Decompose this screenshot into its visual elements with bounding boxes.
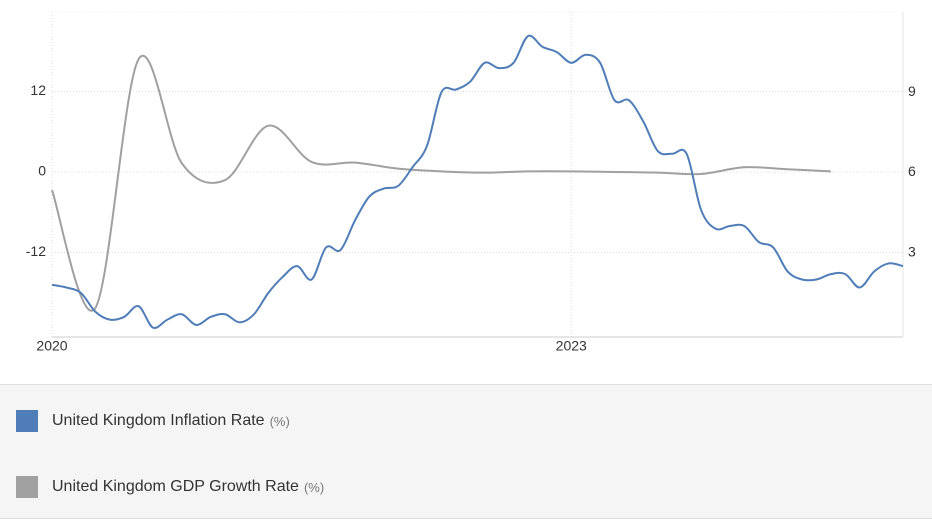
legend-item[interactable]: United Kingdom GDP Growth Rate (%) — [16, 476, 324, 498]
y-tick-label: 12 — [30, 82, 46, 98]
legend-swatch — [16, 410, 38, 432]
y-tick-label: 0 — [38, 163, 46, 179]
legend: United Kingdom Inflation Rate (%) United… — [0, 384, 932, 519]
legend-swatch — [16, 476, 38, 498]
legend-item[interactable]: United Kingdom Inflation Rate (%) — [16, 410, 290, 432]
y2-tick-label: 9 — [908, 83, 916, 99]
y2-tick-label: 3 — [908, 243, 916, 259]
legend-label: United Kingdom GDP Growth Rate — [52, 478, 299, 495]
y-tick-label: -12 — [26, 243, 46, 259]
legend-unit: (%) — [303, 479, 325, 495]
series-line — [51, 34, 904, 330]
x-tick-label: 2023 — [556, 338, 587, 354]
series-line — [51, 54, 831, 312]
chart: -12 0 12 3 6 9 2020 2023 — [26, 11, 916, 354]
legend-label: United Kingdom Inflation Rate — [52, 412, 265, 429]
x-tick-label: 2020 — [36, 338, 67, 354]
y2-tick-label: 6 — [908, 163, 916, 179]
legend-unit: (%) — [269, 413, 290, 429]
